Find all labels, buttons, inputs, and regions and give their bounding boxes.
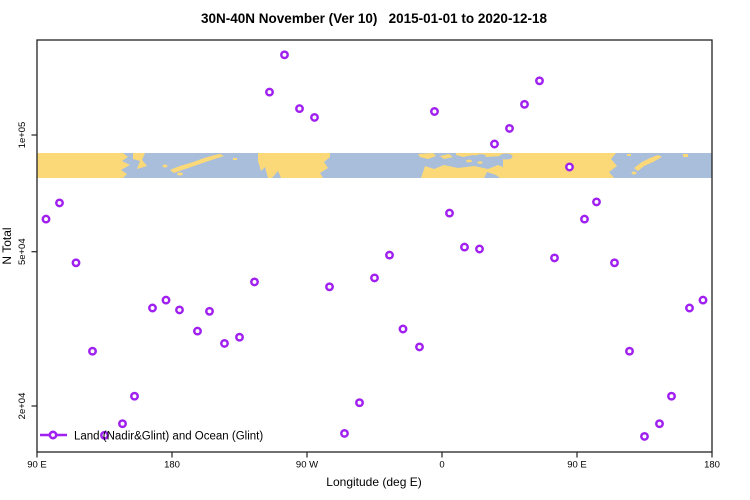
map-sea-caspian: [499, 153, 513, 160]
map-islet: [627, 154, 631, 156]
data-point: [41, 214, 51, 224]
map-sea-black: [476, 154, 486, 158]
map-islet: [440, 154, 453, 159]
x-tick-label: 90 E: [27, 460, 47, 471]
data-point: [205, 306, 214, 316]
map-land-japan: [170, 154, 224, 173]
data-point: [415, 342, 424, 352]
y-axis-title: N Total: [0, 227, 14, 264]
map-land-north-america: [258, 153, 330, 178]
data-point: [475, 244, 484, 254]
land-shapes: [37, 153, 688, 178]
x-tick-label: 0: [439, 460, 444, 471]
legend-marker-icon: [48, 430, 58, 440]
data-point: [398, 324, 408, 334]
data-point: [265, 87, 274, 97]
data-point: [280, 50, 289, 60]
data-point: [592, 197, 601, 207]
data-point: [325, 282, 334, 292]
data-point: [655, 419, 664, 429]
data-point: [640, 431, 649, 441]
data-point: [161, 295, 171, 305]
data-point: [490, 139, 499, 149]
map-islet: [631, 171, 637, 175]
data-point: [535, 76, 544, 86]
data-point: [220, 338, 229, 348]
data-point: [100, 430, 109, 440]
data-point: [667, 391, 676, 401]
legend-label: Land (Nadir&Glint) and Ocean (Glint): [74, 431, 263, 443]
data-point: [445, 208, 454, 218]
data-point: [565, 162, 574, 172]
data-point: [295, 104, 304, 114]
data-point: [175, 305, 184, 315]
map-land-asia: [37, 153, 130, 178]
data-point: [370, 273, 379, 283]
data-point: [55, 198, 64, 208]
y-axis-ticks: 2e+04 5e+04 1e+05: [17, 122, 37, 420]
data-point: [250, 277, 259, 287]
data-point: [685, 303, 694, 313]
data-point: [430, 107, 439, 116]
x-axis-ticks: 90 E 180 90 W 0 90 E 180: [27, 452, 720, 471]
data-point: [193, 326, 202, 336]
map-islet: [233, 158, 237, 160]
x-tick-label: 180: [704, 460, 720, 471]
data-point: [310, 112, 319, 122]
map-islet: [683, 154, 688, 157]
map-land-korea: [133, 153, 147, 169]
data-point: [71, 258, 81, 268]
map-land-africa: [421, 165, 503, 178]
chart-title: 30N-40N November (Ver 10) 2015-01-01 to …: [201, 11, 547, 26]
data-point: [355, 398, 364, 408]
map-islet: [162, 164, 168, 168]
world-map-band: [37, 153, 712, 178]
legend: Land (Nadir&Glint) and Ocean (Glint): [40, 430, 263, 443]
map-land-japan-east: [634, 155, 662, 171]
data-point: [460, 242, 469, 252]
y-tick-label: 5e+04: [17, 238, 28, 265]
data-point: [550, 253, 559, 263]
data-point: [625, 346, 634, 356]
data-point: [580, 214, 589, 224]
map-islet: [466, 159, 472, 163]
inland-seas: [476, 153, 513, 178]
plot-border: [36, 39, 713, 453]
y-tick-label: 1e+05: [17, 122, 28, 149]
data-point: [610, 258, 619, 268]
data-point: [148, 303, 157, 313]
x-tick-label: 90 W: [296, 460, 318, 471]
data-point: [340, 428, 349, 438]
data-point: [520, 99, 529, 109]
data-points: [41, 50, 708, 441]
data-point: [130, 391, 139, 401]
map-land-eurasia: [503, 153, 617, 178]
data-point: [118, 419, 127, 429]
map-islet: [477, 161, 483, 164]
map-sea-gulf: [484, 172, 500, 178]
map-islet: [177, 172, 183, 176]
data-point: [505, 123, 514, 133]
data-point: [698, 295, 708, 305]
data-point: [235, 332, 244, 342]
y-tick-label: 2e+04: [17, 393, 28, 420]
data-point: [385, 250, 394, 260]
data-point: [88, 346, 97, 356]
x-axis-title: Longitude (deg E): [326, 475, 421, 489]
x-tick-label: 90 E: [567, 460, 587, 471]
x-tick-label: 180: [164, 460, 180, 471]
map-land-iberia: [418, 153, 436, 159]
